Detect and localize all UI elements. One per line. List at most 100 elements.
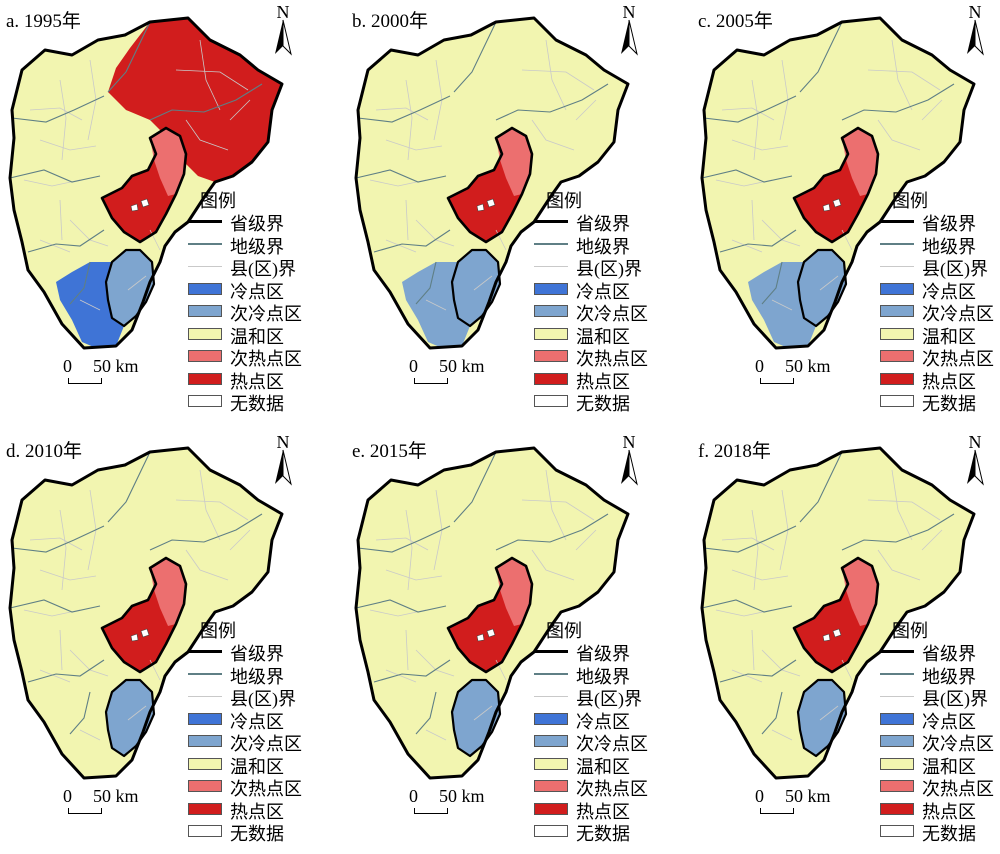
legend-label: 无数据 — [922, 394, 976, 414]
legend-label: 冷点区 — [230, 711, 284, 732]
map-panel: c. 2005年 N 图例 省级界 地级界 县(区)界 冷点区 次冷点区 温和区 次热点区 热点区无… — [692, 0, 1000, 424]
legend-item: 次冷点区 — [880, 300, 1000, 324]
city-boundary — [841, 83, 955, 121]
legend-swatch — [880, 282, 914, 295]
legend-label: 省级界 — [922, 644, 976, 664]
legend-label: 县(区)界 — [576, 689, 642, 709]
legend-item: 冷点区 — [880, 278, 1000, 302]
legend-item: 地级界 — [534, 233, 664, 257]
scale-zero: 0 — [63, 786, 72, 806]
legend-label: 省级界 — [230, 214, 284, 234]
region-hebei-ne — [454, 18, 628, 182]
county-boundary — [731, 569, 789, 581]
legend-item: 冷点区 — [534, 278, 664, 302]
legend-label: 次冷点区 — [230, 304, 302, 324]
north-arrow: N — [270, 432, 296, 488]
north-arrow: N — [962, 432, 988, 488]
legend-item: 温和区 — [880, 323, 1000, 347]
legend-item: 次热点区 — [880, 345, 1000, 369]
legend-swatch — [188, 672, 222, 675]
county-boundary — [175, 499, 249, 521]
city-boundary — [9, 599, 101, 613]
legend-label: 冷点区 — [922, 711, 976, 732]
city-boundary — [9, 169, 101, 183]
county-boundary — [921, 529, 943, 551]
legend-swatch — [880, 395, 914, 407]
county-boundary — [867, 69, 941, 91]
legend-label: 次热点区 — [576, 779, 648, 799]
legend-label: 县(区)界 — [576, 259, 642, 279]
province-boundary-beijing — [446, 556, 534, 674]
map-panel: d. 2010年 N 图例 省级界 地级界 县(区)界 冷点区 次冷点区 温和区 次热点区 热点区无… — [0, 430, 333, 854]
map-panel: e. 2015年 N 图例 省级界 地级界 县(区)界 冷点区 次冷点区 温和区 次热点区 热点区无… — [346, 430, 679, 854]
county-boundary — [79, 299, 101, 311]
map-panel: a. 1995年 N 图例 省级界 地级界 县(区)界 冷点区 次冷点区 温和区 次热点区 热点区无… — [0, 0, 333, 424]
county-boundary — [721, 537, 775, 551]
north-arrow: N — [616, 2, 642, 58]
city-boundary — [11, 525, 105, 553]
region-hebei-ne — [454, 448, 628, 612]
county-boundary — [891, 39, 913, 111]
county-boundary — [473, 705, 493, 721]
nodata-area — [130, 203, 139, 212]
county-boundary — [405, 79, 413, 161]
map-svg — [354, 16, 630, 350]
map-panel: f. 2018年 N 图例 省级界 地级界 县(区)界 冷点区 次冷点区 温和区 次热点区 热点区无… — [692, 430, 1000, 854]
legend-swatch — [188, 327, 222, 340]
legend-item: 省级界 — [880, 640, 1000, 664]
legend-item: 省级界 — [188, 210, 318, 234]
legend-title: 图例 — [892, 621, 928, 641]
legend-swatch — [880, 305, 914, 317]
county-boundary — [385, 669, 417, 683]
legend-label: 热点区 — [230, 371, 284, 392]
city-boundary — [373, 229, 451, 253]
county-boundary — [761, 219, 801, 247]
county-boundary — [415, 219, 455, 247]
legend-label: 冷点区 — [230, 281, 284, 302]
panel-title: c. 2005年 — [698, 11, 773, 32]
legend-item: 热点区 — [880, 368, 1000, 392]
legend-label: 次冷点区 — [922, 304, 994, 324]
county-boundary — [405, 629, 409, 671]
legend-label: 县(区)界 — [230, 259, 296, 279]
county-boundary — [185, 119, 229, 151]
legend-label: 无数据 — [230, 824, 284, 844]
legend-label: 次冷点区 — [230, 734, 302, 754]
legend-swatch — [880, 327, 914, 340]
nodata-area — [140, 198, 150, 208]
legend-swatch — [188, 650, 222, 653]
legend-swatch — [534, 220, 568, 223]
legend-swatch — [534, 672, 568, 675]
legend-swatch — [880, 672, 914, 675]
legend-label: 省级界 — [922, 214, 976, 234]
north-label: N — [622, 432, 636, 452]
region-north-tianjin — [842, 558, 878, 626]
legend-label: 县(区)界 — [922, 689, 988, 709]
city-boundary — [415, 261, 437, 305]
legend-label: 温和区 — [922, 756, 976, 777]
legend-item: 省级界 — [188, 640, 318, 664]
county-boundary — [29, 537, 83, 551]
legend-item: 县(区)界 — [188, 685, 318, 709]
legend-swatch — [880, 712, 914, 725]
legend-label: 无数据 — [922, 824, 976, 844]
north-label: N — [276, 2, 290, 22]
legend-item: 地级界 — [188, 663, 318, 687]
legend-label: 省级界 — [230, 644, 284, 664]
nodata-area — [822, 633, 831, 642]
county-boundary — [761, 649, 801, 677]
county-boundary — [69, 649, 109, 677]
county-boundary — [59, 509, 67, 591]
scale-distance: 50 km — [785, 356, 831, 376]
county-boundary — [877, 549, 921, 581]
legend-swatch — [534, 825, 568, 837]
county-boundary — [575, 529, 597, 551]
legend-swatch — [534, 650, 568, 653]
map-svg — [354, 446, 630, 780]
legend-label: 温和区 — [576, 756, 630, 777]
north-arrow-icon — [621, 449, 638, 486]
legend-item: 地级界 — [188, 233, 318, 257]
county-boundary — [751, 79, 759, 161]
legend-swatch — [880, 372, 914, 385]
map-svg — [700, 446, 976, 780]
